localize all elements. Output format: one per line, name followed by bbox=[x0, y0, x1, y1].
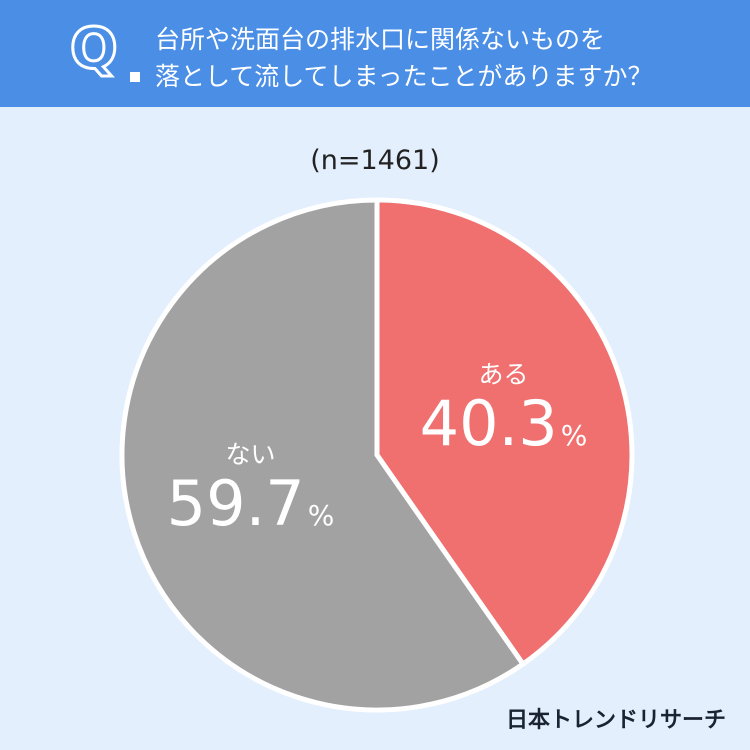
slice-label-0: ある bbox=[478, 360, 528, 389]
pie-slice-1 bbox=[119, 197, 526, 713]
pie-slice-0 bbox=[374, 197, 635, 667]
brand-logo: 日本トレンドリサーチ bbox=[505, 708, 726, 733]
slice-value-0: 40.3% bbox=[420, 387, 588, 460]
question-header: Q 台所や洗面台の排水口に関係ないものを 落として流してしまったことがありますか… bbox=[0, 0, 750, 107]
question-line-1: 台所や洗面台の排水口に関係ないものを bbox=[155, 25, 606, 54]
q-dot-icon bbox=[130, 72, 140, 82]
slice-label-1: ない bbox=[226, 440, 276, 469]
q-mark-icon: Q bbox=[69, 17, 120, 82]
sample-size-label: (n=1461) bbox=[310, 145, 440, 176]
question-line-2: 落として流してしまったことがありますか？ bbox=[155, 62, 653, 91]
slice-value-1: 59.7% bbox=[167, 467, 335, 540]
